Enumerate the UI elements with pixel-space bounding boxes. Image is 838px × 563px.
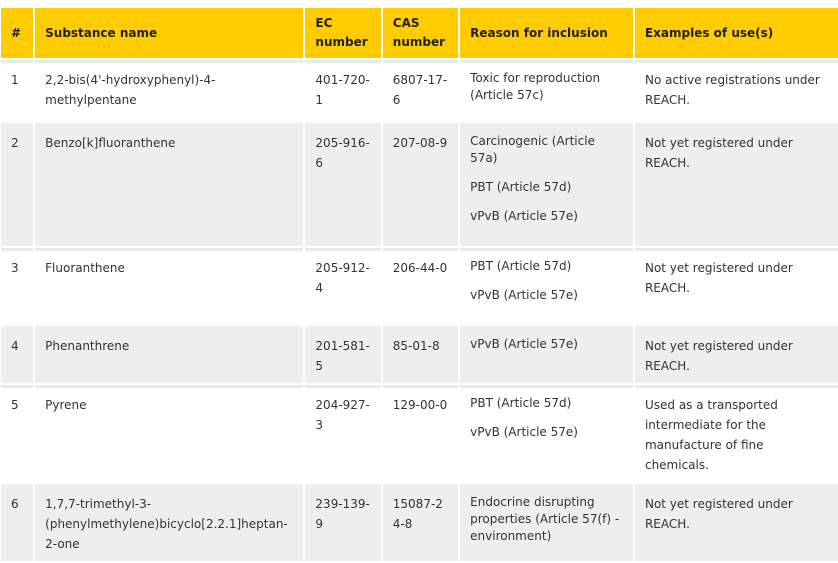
uses-cell: No active registrations under REACH. [634, 60, 838, 121]
table-header-row: # Substance name EC number CAS number Re… [1, 8, 838, 58]
reason-cell: Carcinogenic (Article 57a) PBT (Article … [460, 123, 633, 246]
cas-number: 206-44-0 [382, 248, 459, 324]
table-row: 6 1,7,7-trimethyl-3-(phenylmethylene)bic… [1, 484, 838, 561]
reason-cell: Toxic for reproduction (Article 57c) [460, 60, 633, 121]
cas-number: 6807-17-6 [382, 60, 459, 121]
substance-name: Benzo[k]fluoranthene [35, 123, 304, 246]
cas-number: 129-00-0 [382, 385, 459, 482]
substance-name: Phenanthrene [35, 326, 304, 383]
reason-item: Toxic for reproduction (Article 57c) [470, 71, 601, 102]
ec-number: 204-927-3 [305, 385, 381, 482]
ec-number: 201-581-5 [305, 326, 381, 383]
reason-item: vPvB (Article 57e) [470, 425, 578, 439]
ec-number: 401-720-1 [305, 60, 381, 121]
reason-item: vPvB (Article 57e) [470, 288, 578, 302]
substance-name: Fluoranthene [35, 248, 304, 324]
reason-item: Carcinogenic (Article 57a) [470, 134, 595, 165]
row-number: 5 [1, 385, 34, 482]
table-row: 5 Pyrene 204-927-3 129-00-0 PBT (Article… [1, 385, 838, 482]
table-row: 3 Fluoranthene 205-912-4 206-44-0 PBT (A… [1, 248, 838, 324]
col-header-ec-number: EC number [305, 8, 381, 58]
row-number: 2 [1, 123, 34, 246]
row-number: 4 [1, 326, 34, 383]
substance-name: Pyrene [35, 385, 304, 482]
cas-number: 207-08-9 [382, 123, 459, 246]
reason-cell: PBT (Article 57d) vPvB (Article 57e) [460, 385, 633, 482]
col-header-substance-name: Substance name [35, 8, 304, 58]
row-number: 1 [1, 60, 34, 121]
ec-number: 205-916-6 [305, 123, 381, 246]
ec-number: 205-912-4 [305, 248, 381, 324]
reason-item: PBT (Article 57d) [470, 180, 572, 194]
cas-number: 85-01-8 [382, 326, 459, 383]
row-number: 3 [1, 248, 34, 324]
col-header-uses: Examples of use(s) [634, 8, 838, 58]
reason-item: Endocrine disrupting properties (Article… [470, 495, 620, 543]
table-row: 2 Benzo[k]fluoranthene 205-916-6 207-08-… [1, 123, 838, 246]
substance-name: 2,2-bis(4'-hydroxyphenyl)-4-methylpentan… [35, 60, 304, 121]
uses-cell: Not yet registered under REACH. [634, 123, 838, 246]
row-number: 6 [1, 484, 34, 561]
table-row: 1 2,2-bis(4'-hydroxyphenyl)-4-methylpent… [1, 60, 838, 121]
reason-cell: vPvB (Article 57e) [460, 326, 633, 383]
reason-cell: PBT (Article 57d) vPvB (Article 57e) [460, 248, 633, 324]
reason-item: vPvB (Article 57e) [470, 209, 578, 223]
uses-cell: Not yet registered under REACH. [634, 326, 838, 383]
uses-cell: Not yet registered under REACH. [634, 484, 838, 561]
table-row: 4 Phenanthrene 201-581-5 85-01-8 vPvB (A… [1, 326, 838, 383]
reason-item: PBT (Article 57d) [470, 259, 572, 273]
substances-table: # Substance name EC number CAS number Re… [0, 6, 838, 563]
ec-number: 239-139-9 [305, 484, 381, 561]
uses-cell: Not yet registered under REACH. [634, 248, 838, 324]
reason-cell: Endocrine disrupting properties (Article… [460, 484, 633, 561]
cas-number: 15087-24-8 [382, 484, 459, 561]
substance-name: 1,7,7-trimethyl-3-(phenylmethylene)bicyc… [35, 484, 304, 561]
col-header-cas-number: CAS number [382, 8, 459, 58]
col-header-reason: Reason for inclusion [460, 8, 633, 58]
reason-item: vPvB (Article 57e) [470, 337, 578, 351]
uses-cell: Used as a transported intermediate for t… [634, 385, 838, 482]
reason-item: PBT (Article 57d) [470, 396, 572, 410]
col-header-number: # [1, 8, 34, 58]
